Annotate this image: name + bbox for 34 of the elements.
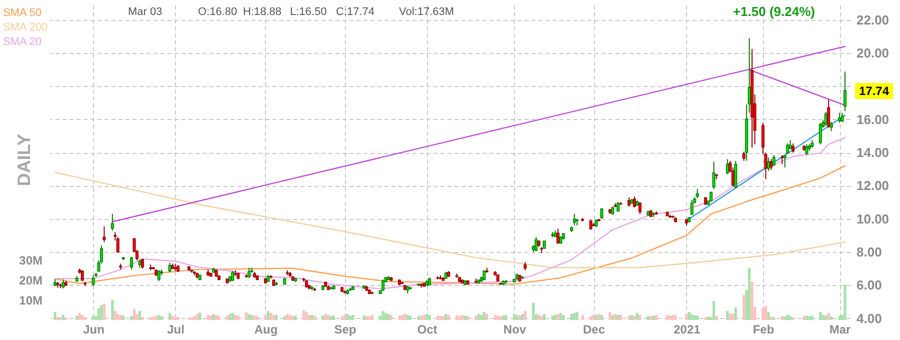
y-tick-label: 20.00 <box>856 46 890 61</box>
annotation: H:18.88 <box>243 6 282 18</box>
y-tick-label: 12.00 <box>856 178 890 194</box>
annotation: C:17.74 <box>336 6 375 18</box>
x-tick-label: Nov <box>503 322 526 336</box>
x-tick-label: Feb <box>752 322 774 336</box>
text: SMA 50 <box>3 7 42 19</box>
y2-tick-label: 30M <box>19 253 43 268</box>
x-tick-label: Oct <box>417 322 438 336</box>
y2-tick-label: 20M <box>19 273 43 288</box>
x-tick-label: Mar <box>829 322 852 336</box>
x-tick-label: Jul <box>167 322 184 336</box>
y-tick-label: 6.00 <box>856 278 882 293</box>
text: SMA 200 <box>3 22 48 34</box>
text: SMA 20 <box>3 36 42 48</box>
annotation: Vol:17.63M <box>399 6 454 18</box>
x-tick-label: Dec <box>583 322 606 336</box>
x-tick-label: Aug <box>254 322 278 336</box>
annotation: Mar 03 <box>128 6 162 18</box>
y2-tick-label: 10M <box>19 293 43 308</box>
x-tick-label: 2021 <box>674 322 701 336</box>
y-tick-label: 8.00 <box>856 244 882 260</box>
annotation: +1.50 (9.24%) <box>732 4 815 19</box>
text: 17.74 <box>858 84 890 98</box>
annotation: O:16.80 <box>198 6 238 18</box>
y-tick-label: 16.00 <box>856 112 890 127</box>
y-tick-label: 4.00 <box>856 310 882 326</box>
annotation: L:16.50 <box>290 6 327 18</box>
y-tick-label: 10.00 <box>856 211 890 226</box>
text: DAILY <box>14 134 34 186</box>
y-tick-label: 22.00 <box>856 12 890 28</box>
y-tick-label: 14.00 <box>856 145 890 160</box>
x-tick-label: Jun <box>83 322 104 336</box>
x-tick-label: Sep <box>334 322 356 336</box>
